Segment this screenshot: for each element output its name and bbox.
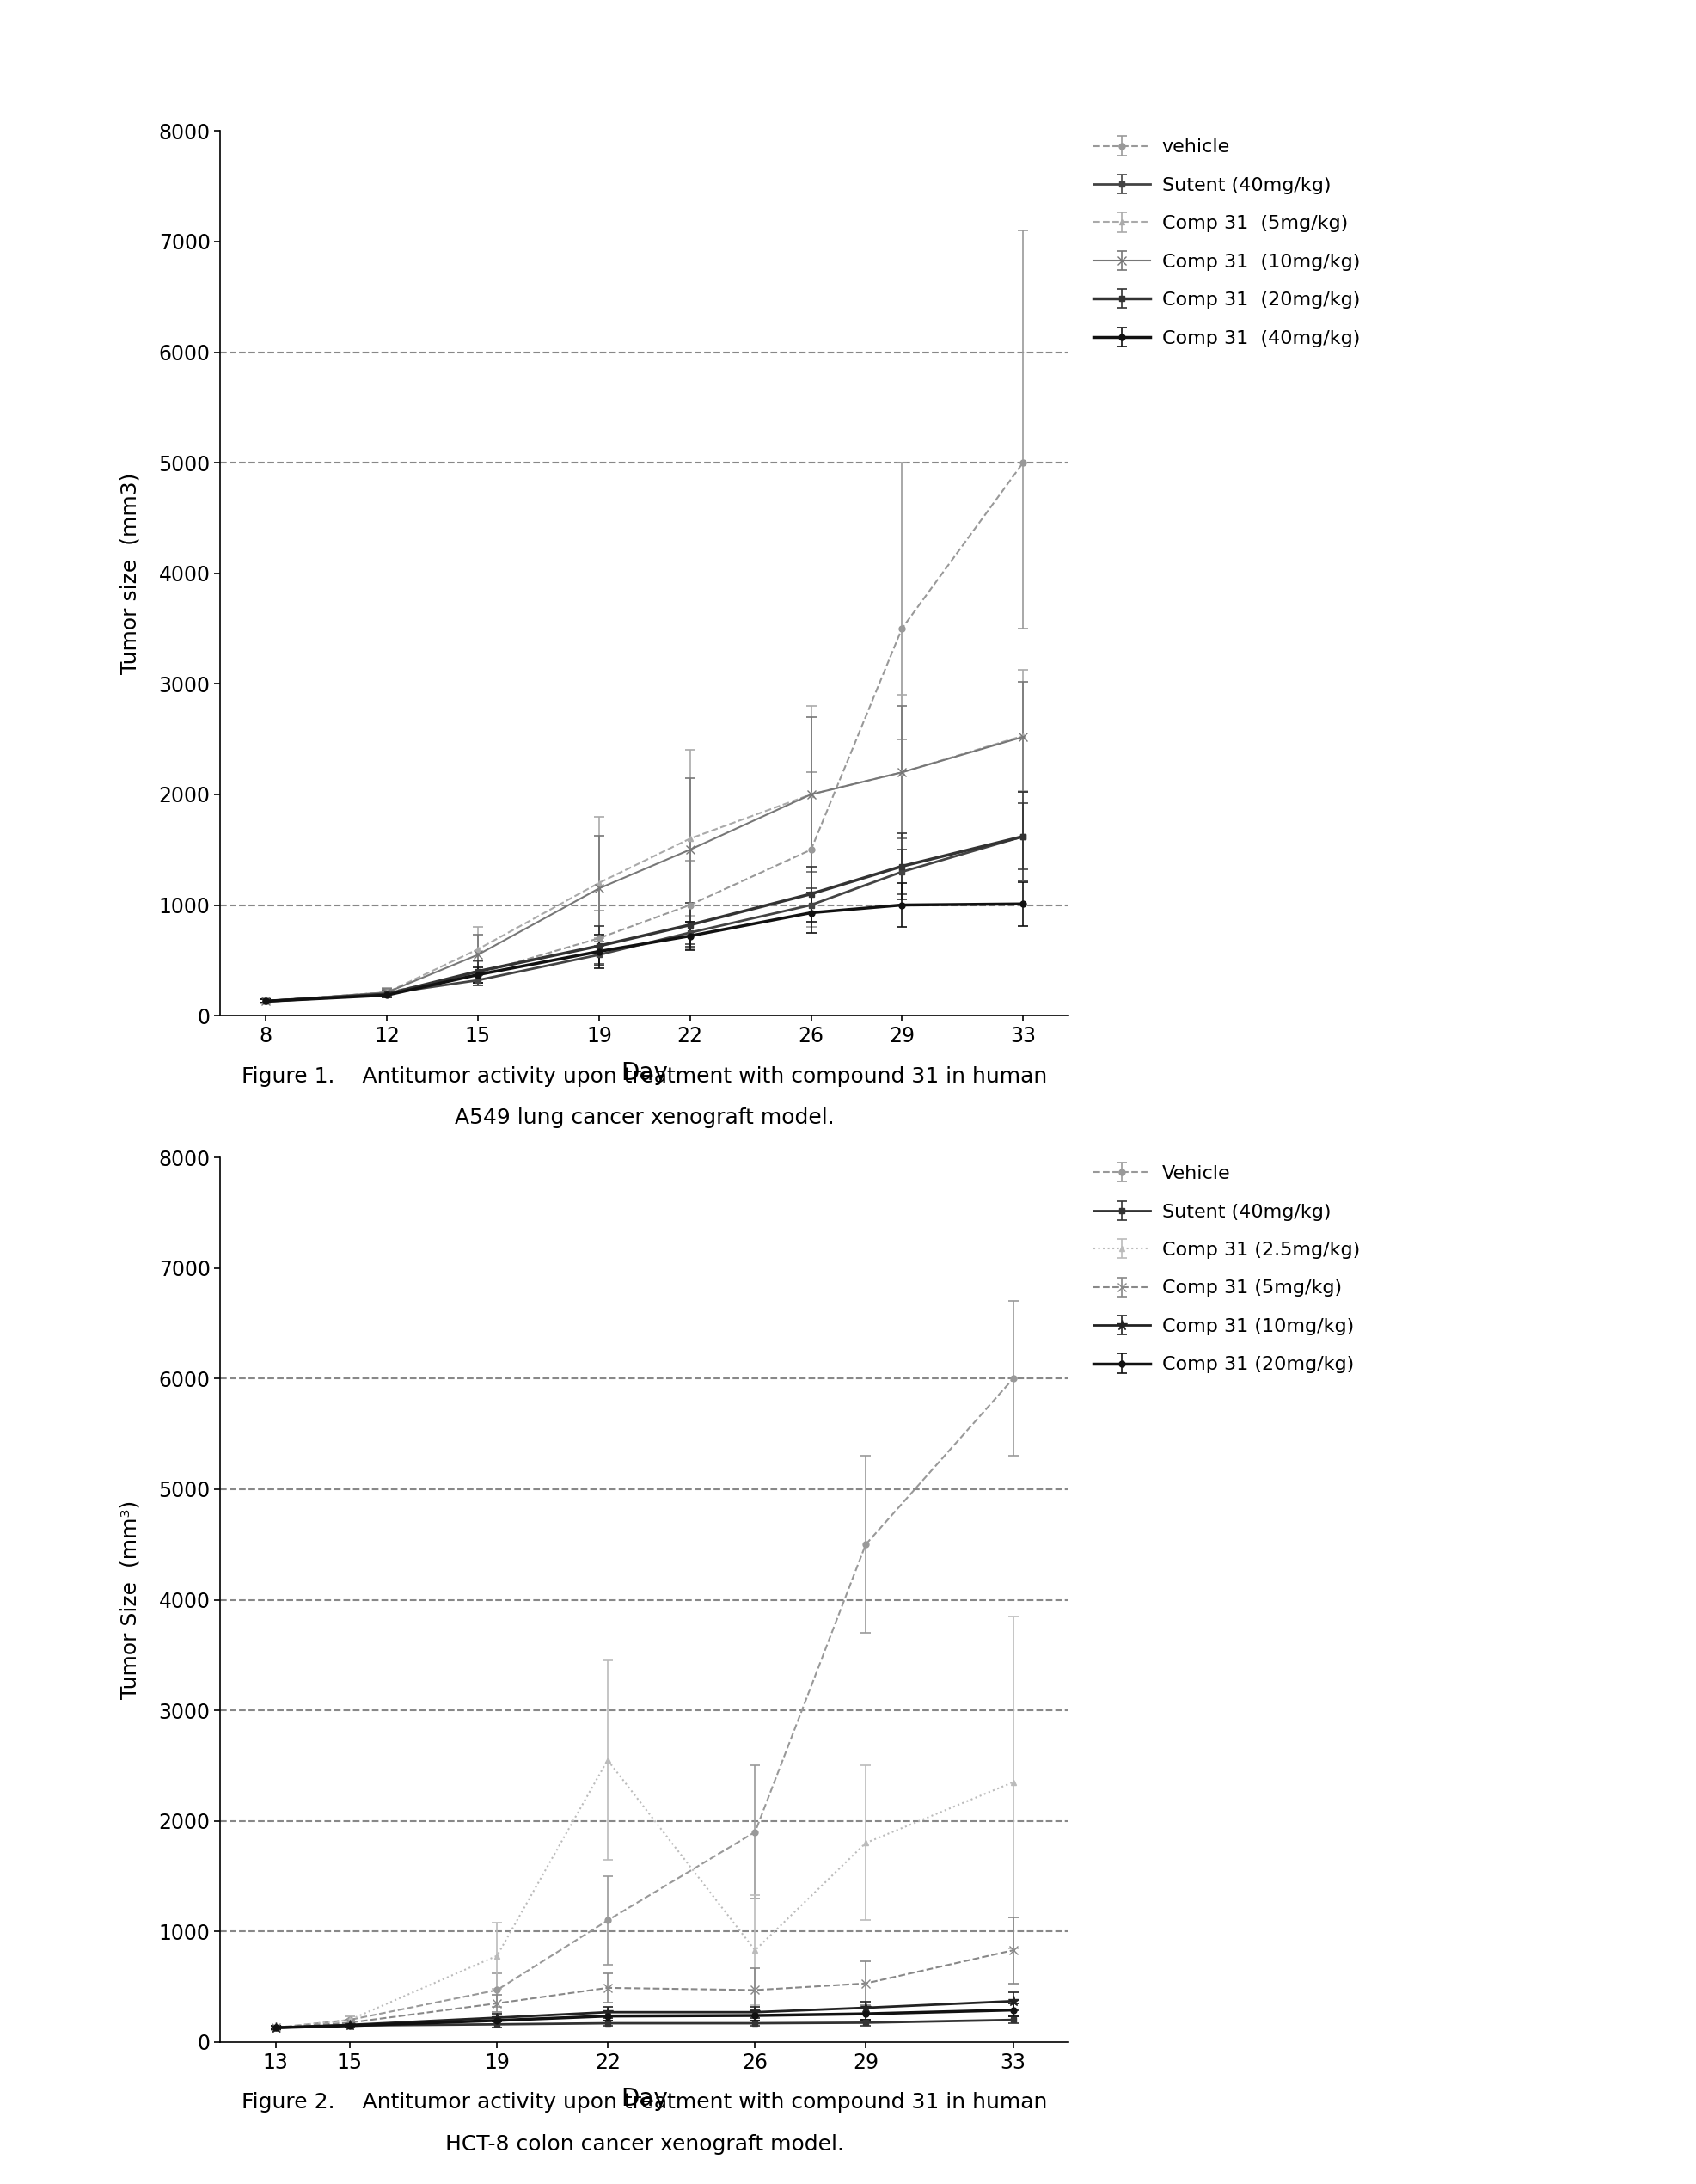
Text: Figure 1.    Antitumor activity upon treatment with compound 31 in human: Figure 1. Antitumor activity upon treatm… — [241, 1066, 1048, 1085]
Y-axis label: Tumor size  (mm3): Tumor size (mm3) — [120, 472, 141, 675]
X-axis label: Day: Day — [621, 2088, 668, 2112]
Text: HCT-8 colon cancer xenograft model.: HCT-8 colon cancer xenograft model. — [444, 2134, 845, 2153]
Text: A549 lung cancer xenograft model.: A549 lung cancer xenograft model. — [455, 1107, 834, 1127]
Text: Figure 2.    Antitumor activity upon treatment with compound 31 in human: Figure 2. Antitumor activity upon treatm… — [241, 2092, 1048, 2112]
X-axis label: Day: Day — [621, 1061, 668, 1085]
Legend: Vehicle, Sutent (40mg/kg), Comp 31 (2.5mg/kg), Comp 31 (5mg/kg), Comp 31 (10mg/k: Vehicle, Sutent (40mg/kg), Comp 31 (2.5m… — [1085, 1158, 1367, 1380]
Y-axis label: Tumor Size  (mm³): Tumor Size (mm³) — [120, 1500, 141, 1699]
Legend: vehicle, Sutent (40mg/kg), Comp 31  (5mg/kg), Comp 31  (10mg/kg), Comp 31  (20mg: vehicle, Sutent (40mg/kg), Comp 31 (5mg/… — [1085, 131, 1367, 354]
